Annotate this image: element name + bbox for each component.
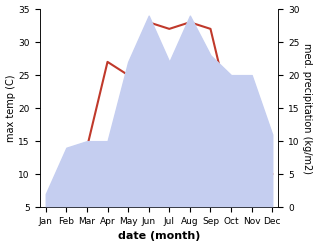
X-axis label: date (month): date (month) — [118, 231, 200, 242]
Y-axis label: med. precipitation (kg/m2): med. precipitation (kg/m2) — [302, 43, 313, 174]
Y-axis label: max temp (C): max temp (C) — [5, 74, 16, 142]
